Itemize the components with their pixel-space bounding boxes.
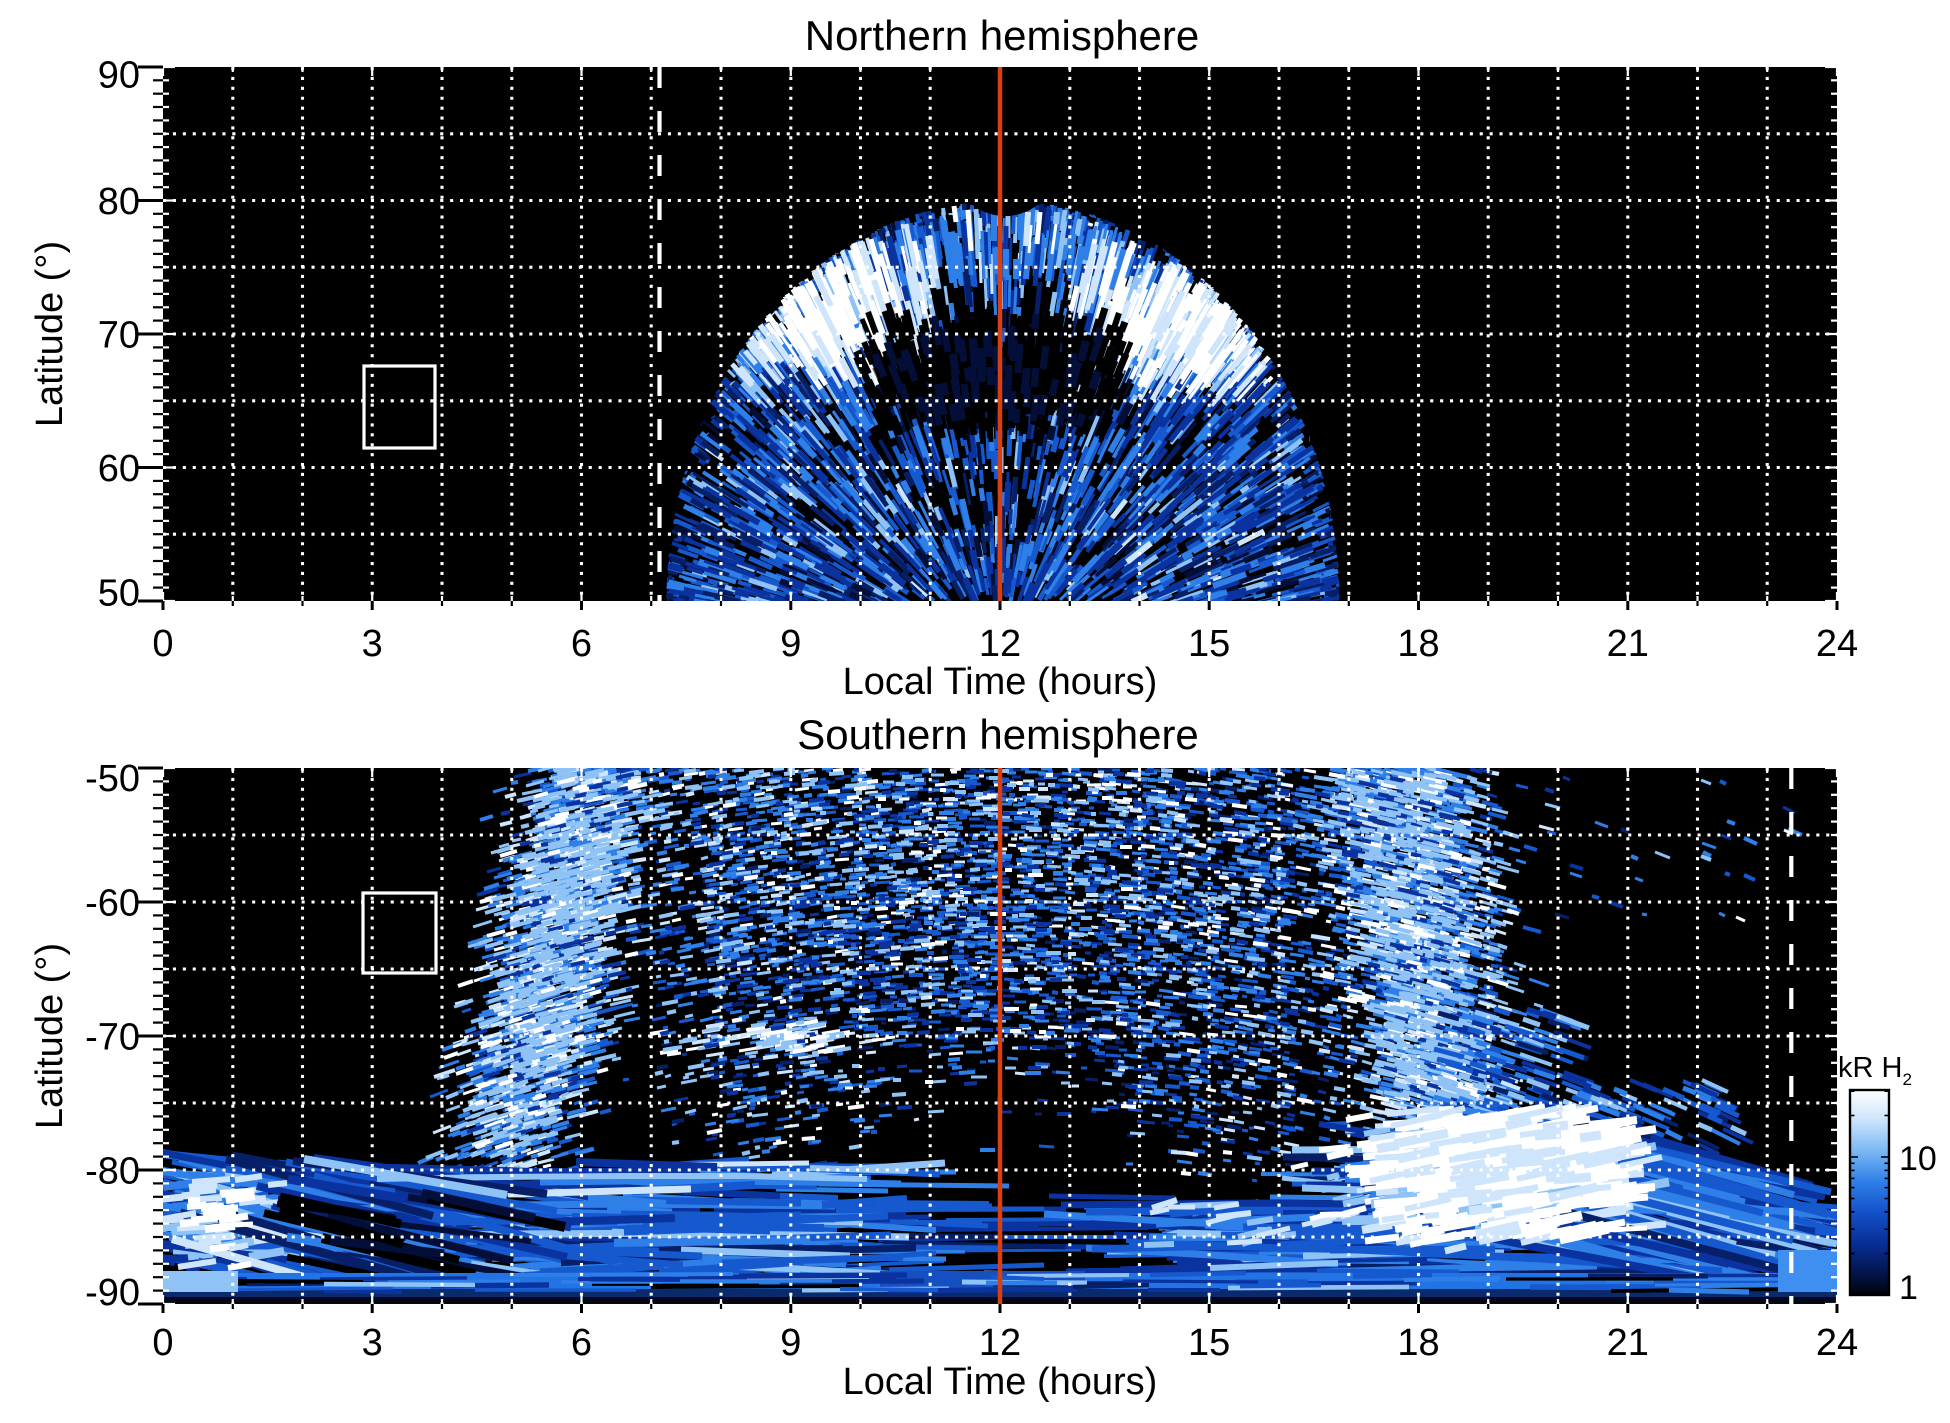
svg-text:0: 0 [152,623,173,665]
svg-text:18: 18 [1397,1322,1439,1364]
svg-text:90: 90 [98,55,140,97]
svg-text:Northern hemisphere: Northern hemisphere [805,12,1200,59]
svg-text:80: 80 [98,181,140,223]
svg-text:kR H2: kR H2 [1838,1052,1912,1089]
svg-text:50: 50 [98,573,140,615]
svg-text:24: 24 [1816,623,1858,665]
svg-text:60: 60 [98,448,140,490]
svg-text:-60: -60 [85,883,140,925]
svg-text:Local Time (hours): Local Time (hours) [843,661,1158,703]
svg-text:Latitude (°): Latitude (°) [29,943,71,1129]
svg-text:-50: -50 [85,758,140,800]
svg-text:3: 3 [362,1322,383,1364]
svg-text:9: 9 [780,623,801,665]
svg-text:1: 1 [1899,1269,1918,1307]
svg-text:0: 0 [152,1322,173,1364]
svg-text:Local Time (hours): Local Time (hours) [843,1361,1158,1403]
svg-text:3: 3 [362,623,383,665]
svg-text:15: 15 [1188,623,1230,665]
svg-text:10: 10 [1899,1140,1937,1178]
svg-text:6: 6 [571,623,592,665]
svg-text:18: 18 [1397,623,1439,665]
svg-text:-90: -90 [85,1272,140,1314]
svg-text:Latitude (°): Latitude (°) [29,241,71,427]
svg-text:9: 9 [780,1322,801,1364]
svg-text:15: 15 [1188,1322,1230,1364]
svg-text:24: 24 [1816,1322,1858,1364]
svg-text:-70: -70 [85,1017,140,1059]
svg-text:70: 70 [98,315,140,357]
svg-text:21: 21 [1607,623,1649,665]
svg-text:12: 12 [979,623,1021,665]
svg-text:Southern hemisphere: Southern hemisphere [797,711,1199,758]
svg-text:-80: -80 [85,1151,140,1193]
svg-text:21: 21 [1607,1322,1649,1364]
svg-text:6: 6 [571,1322,592,1364]
svg-text:12: 12 [979,1322,1021,1364]
